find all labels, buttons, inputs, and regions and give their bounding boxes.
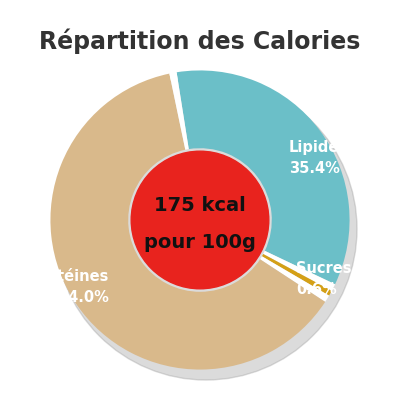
Wedge shape: [262, 254, 332, 296]
Text: Protéines: Protéines: [29, 269, 108, 284]
Text: Lipides: Lipides: [289, 140, 348, 155]
Circle shape: [131, 151, 269, 289]
Text: 175 kcal: 175 kcal: [154, 196, 246, 214]
Wedge shape: [169, 72, 189, 150]
Wedge shape: [177, 70, 350, 284]
Text: pour 100g: pour 100g: [144, 233, 256, 252]
Text: 0.6%: 0.6%: [296, 282, 337, 297]
Wedge shape: [50, 74, 325, 370]
Text: Sucres: Sucres: [296, 261, 352, 276]
Wedge shape: [260, 256, 329, 302]
Text: 64.0%: 64.0%: [58, 290, 108, 305]
Circle shape: [55, 78, 357, 380]
Text: 35.4%: 35.4%: [289, 161, 340, 176]
Wedge shape: [263, 251, 335, 291]
Text: Répartition des Calories: Répartition des Calories: [39, 28, 361, 54]
